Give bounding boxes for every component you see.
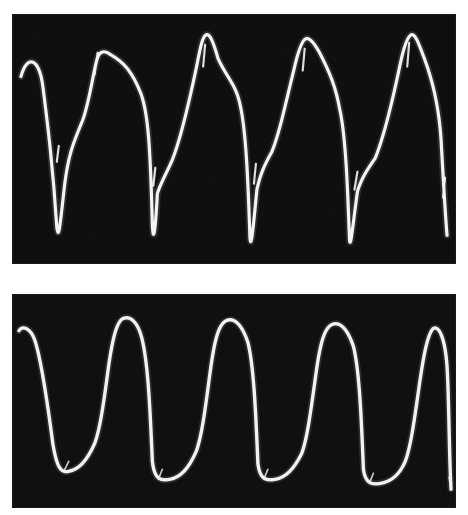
upper-waveform-plot [13, 15, 455, 263]
lower-noise-spurs [63, 460, 452, 491]
upper-waveform-trace [19, 33, 449, 244]
lower-waveform-trace [17, 316, 453, 491]
lower-oscillogram-frame [8, 290, 460, 512]
upper-spikes [55, 41, 447, 199]
upper-screen-noise [33, 31, 440, 236]
upper-oscillogram-frame [8, 10, 460, 268]
upper-screen-background [13, 15, 455, 263]
lower-screen-background [13, 295, 455, 507]
upper-oscillogram-screen [12, 14, 456, 264]
lower-oscillogram-screen [12, 294, 456, 508]
lower-waveform-plot [13, 295, 455, 507]
